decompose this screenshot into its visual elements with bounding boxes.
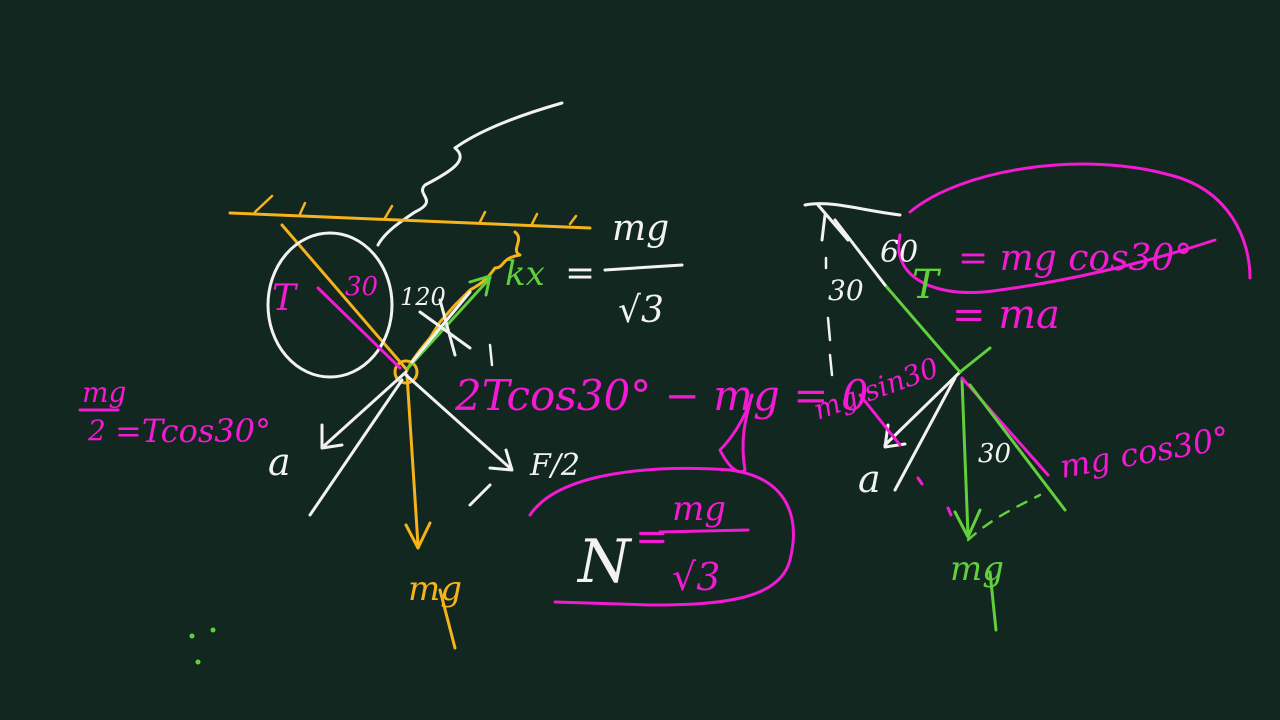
highlight-circle-left: [266, 231, 394, 379]
green-dot: [210, 627, 216, 633]
accel-arrow-left: [320, 370, 408, 450]
spring-label: kx: [505, 254, 545, 294]
highlight-loop-right: [897, 162, 1252, 295]
highlight-loop-normal: [528, 466, 795, 607]
dash-lower: [468, 483, 492, 507]
rope-right-top: [833, 218, 887, 287]
accel-label-left: a: [268, 440, 291, 484]
spring-rhs-num: mg: [612, 208, 669, 249]
right-eq-top: = mg cos30°: [958, 238, 1192, 279]
left-eq-num: mg: [82, 376, 126, 409]
dash-top: [488, 343, 494, 367]
weight-label-left: mg: [408, 569, 462, 609]
weight-arrow-right: [953, 378, 982, 539]
normal-den: √3: [672, 555, 720, 599]
angle-30-right-bottom: 30: [978, 439, 1011, 469]
accel-line-left-2: [308, 378, 404, 517]
weight-tail-left: [438, 588, 457, 650]
dashed-projection: [966, 493, 1042, 542]
weight-arrow: [404, 373, 432, 550]
tension-label-right: T: [912, 262, 942, 308]
right-eq-second: = ma: [952, 292, 1060, 338]
mass-point: [393, 359, 419, 385]
angle-30-right-top: 30: [828, 274, 864, 307]
normal-num: mg: [672, 489, 726, 529]
rope-right: [883, 283, 962, 374]
mid-equation: 2Tcos30° − mg = 0: [454, 371, 869, 420]
weight-label-right: mg: [950, 549, 1004, 589]
force-cos-label: mg cos30°: [1057, 419, 1232, 486]
normal-fraction-bar: [658, 528, 750, 534]
sin-component-line: [858, 393, 902, 447]
normal-fraction-label: F/2: [529, 448, 580, 483]
spring-fraction-bar: [603, 263, 684, 272]
left-eq-rhs: =Tcos30°: [115, 412, 271, 450]
eq-hook: [718, 393, 754, 474]
rope-left: [280, 223, 409, 372]
upper-right-short: [958, 346, 992, 374]
right-vertical-dash: [824, 256, 834, 377]
normal-eq-sign: =: [635, 514, 669, 560]
spring-rhs-den: √3: [618, 290, 664, 331]
cos-component-green: [968, 383, 1067, 512]
angle-30-left: 30: [345, 272, 378, 302]
spring-force-line: [406, 274, 492, 370]
accel-line-right: [893, 376, 957, 492]
accel-label-right: a: [858, 457, 881, 501]
angle-60-right: 60: [880, 235, 918, 270]
tension-line-left: [316, 286, 402, 370]
normal-arrow: [404, 373, 514, 472]
green-dot: [189, 633, 195, 639]
zigzag-stroke: [376, 101, 564, 247]
weight-tail-right: [988, 570, 998, 632]
angle-120-left: 120: [400, 283, 446, 311]
ceiling-hatch: [253, 194, 578, 226]
green-dot: [195, 659, 201, 665]
normal-label: N: [576, 527, 633, 597]
tension-label-left: T: [272, 278, 299, 319]
left-eq-den: 2: [87, 414, 106, 447]
magenta-dots: [916, 476, 953, 517]
ceiling-line: [228, 211, 592, 230]
spring-eq-sign: =: [565, 253, 595, 294]
x-mark: [418, 298, 472, 357]
right-ceiling: [803, 202, 902, 242]
